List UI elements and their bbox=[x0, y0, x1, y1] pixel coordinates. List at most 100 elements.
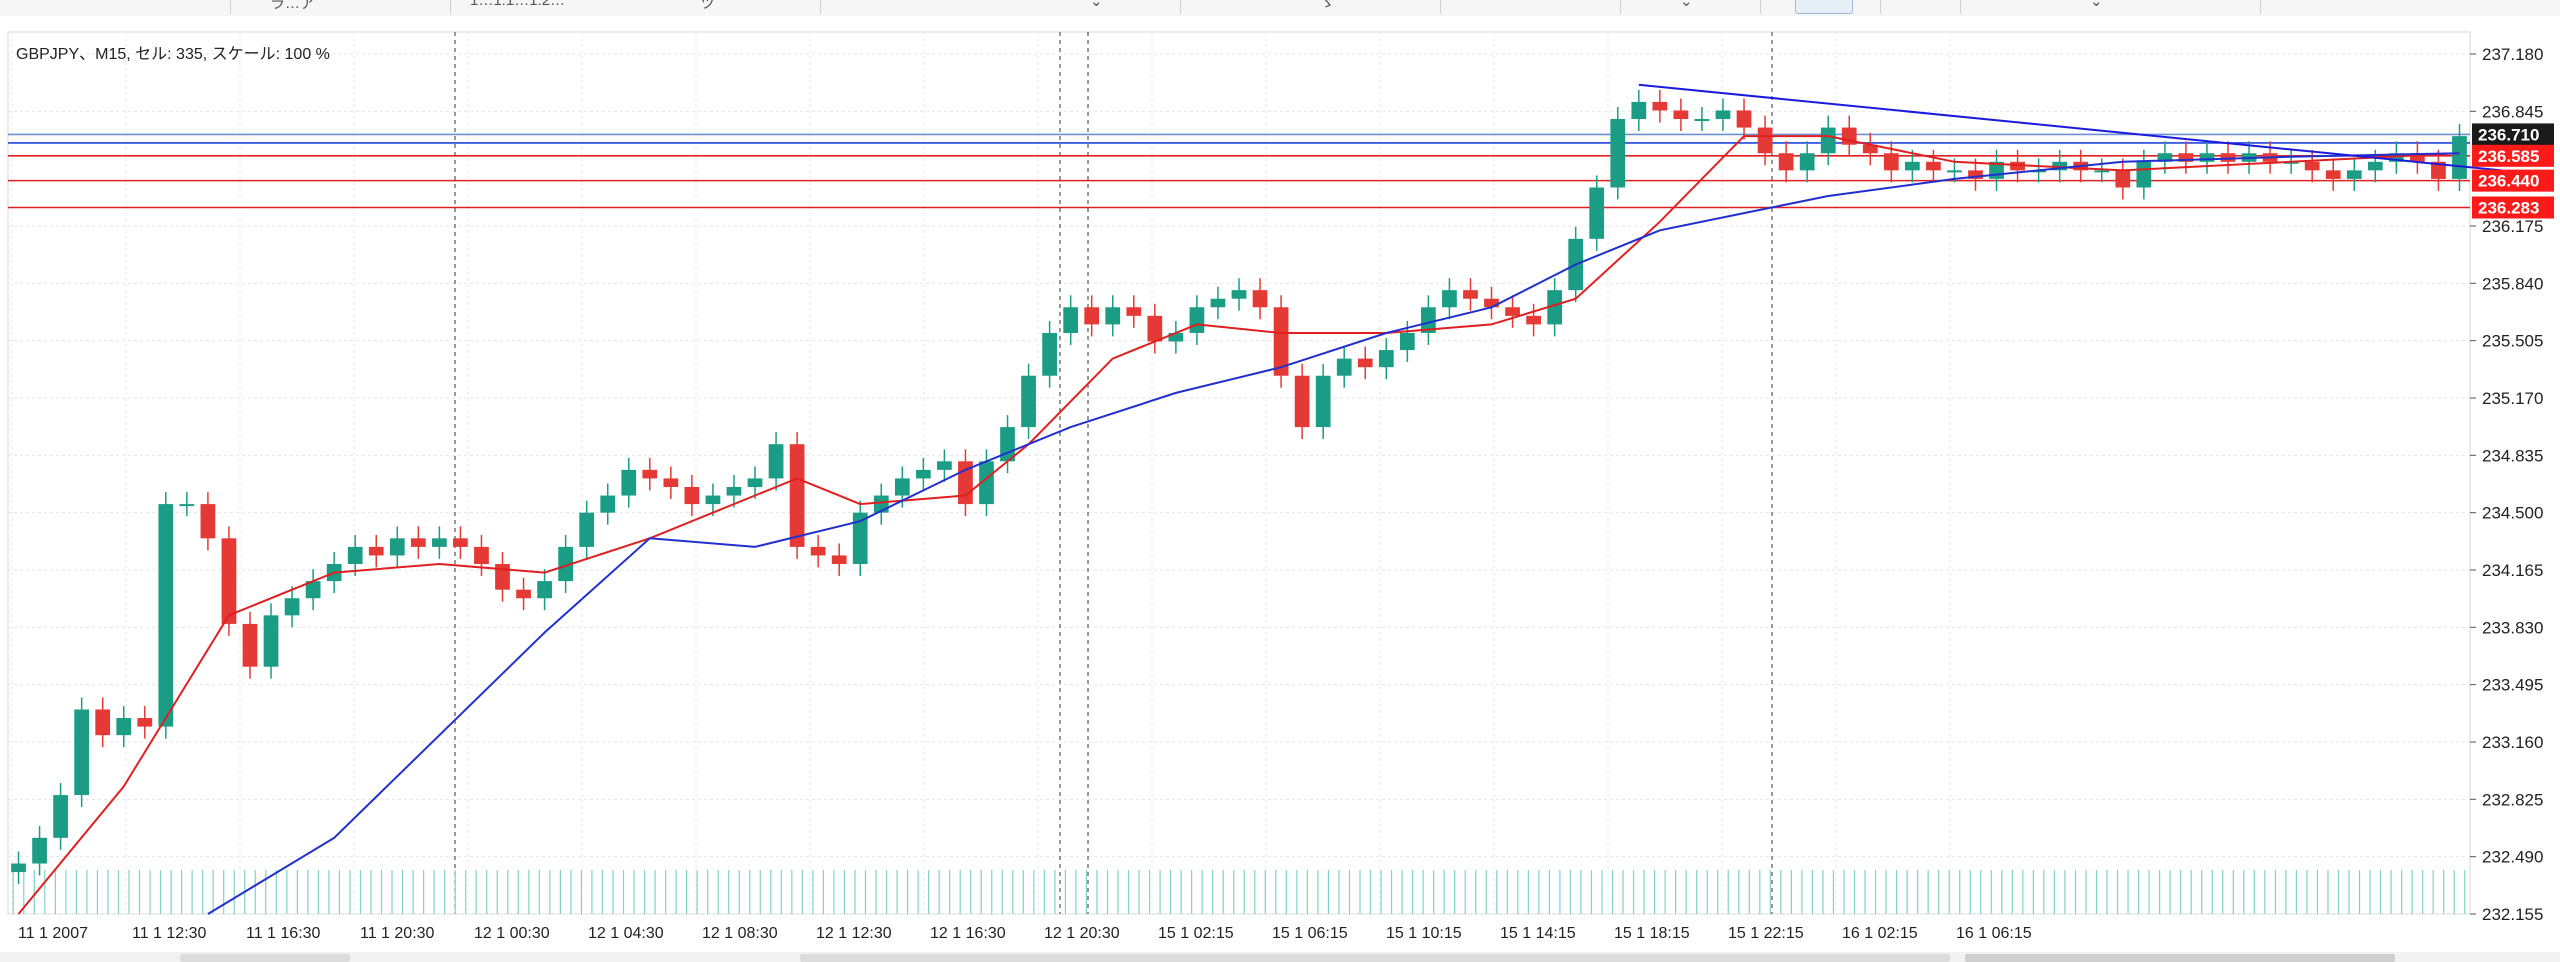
candle-body[interactable] bbox=[2136, 161, 2152, 188]
candle-body[interactable] bbox=[1210, 298, 1226, 308]
moving-average-slow[interactable] bbox=[207, 152, 2460, 915]
candle-body[interactable] bbox=[2199, 153, 2215, 162]
candle-body[interactable] bbox=[1378, 350, 1394, 368]
candle-body[interactable] bbox=[2410, 153, 2425, 162]
candle-body[interactable] bbox=[2094, 170, 2110, 173]
candle-body[interactable] bbox=[2052, 161, 2068, 171]
moving-average-fast[interactable] bbox=[17, 135, 2460, 915]
candle-body[interactable] bbox=[915, 469, 931, 479]
candle-body[interactable] bbox=[1231, 290, 1247, 299]
candle-body[interactable] bbox=[2283, 161, 2299, 164]
candle-body[interactable] bbox=[410, 538, 426, 547]
candle-body[interactable] bbox=[579, 512, 595, 547]
candle-body[interactable] bbox=[937, 461, 952, 470]
candle-body[interactable] bbox=[1715, 110, 1731, 120]
candle-body[interactable] bbox=[1252, 290, 1268, 308]
candle-body[interactable] bbox=[474, 546, 489, 565]
candle-body[interactable] bbox=[1084, 307, 1100, 325]
candle-body[interactable] bbox=[179, 504, 195, 507]
candle-body[interactable] bbox=[768, 444, 784, 479]
toolbar-item-period[interactable]: 1…1:1…1:2… bbox=[470, 0, 566, 9]
candle-body[interactable] bbox=[1105, 307, 1121, 325]
candle-body[interactable] bbox=[1968, 170, 1983, 179]
candle-body[interactable] bbox=[2346, 170, 2362, 179]
candle-body[interactable] bbox=[432, 538, 447, 547]
toolbar-item-tool[interactable]: ツ bbox=[700, 0, 716, 12]
candle-body[interactable] bbox=[1947, 170, 1962, 173]
candle-body[interactable] bbox=[1336, 358, 1352, 376]
candle-body[interactable] bbox=[453, 538, 468, 547]
candle-body[interactable] bbox=[1189, 307, 1205, 333]
candle-body[interactable] bbox=[32, 837, 47, 864]
candle-body[interactable] bbox=[789, 444, 805, 547]
candle-body[interactable] bbox=[158, 504, 174, 727]
candle-body[interactable] bbox=[2178, 153, 2194, 162]
candle-body[interactable] bbox=[200, 504, 216, 539]
candle-body[interactable] bbox=[1505, 307, 1520, 316]
toolbar-item-trend[interactable]: ⌄ bbox=[1680, 0, 1693, 10]
candle-body[interactable] bbox=[305, 581, 321, 599]
candle-body[interactable] bbox=[2157, 153, 2173, 162]
candle-body[interactable] bbox=[747, 478, 763, 487]
candle-body[interactable] bbox=[347, 546, 363, 565]
toolbar-item-chart-type[interactable]: ラ…ア bbox=[270, 0, 316, 12]
candle-body[interactable] bbox=[2452, 136, 2467, 179]
toolbar-item-objects[interactable]: ⌄ bbox=[2090, 0, 2103, 10]
candle-body[interactable] bbox=[1673, 110, 1689, 120]
candle-body[interactable] bbox=[1042, 332, 1057, 376]
candle-body[interactable] bbox=[1820, 127, 1836, 154]
candle-body[interactable] bbox=[852, 512, 868, 565]
candle-body[interactable] bbox=[1421, 307, 1436, 333]
candle-body[interactable] bbox=[53, 795, 68, 838]
candle-body[interactable] bbox=[2031, 170, 2046, 173]
candle-body[interactable] bbox=[726, 486, 742, 496]
candle-body[interactable] bbox=[2115, 170, 2131, 188]
candle-body[interactable] bbox=[810, 546, 826, 556]
candle-body[interactable] bbox=[2367, 161, 2383, 171]
candle-body[interactable] bbox=[284, 598, 300, 616]
trendline[interactable] bbox=[1638, 83, 2502, 172]
candle-body[interactable] bbox=[516, 589, 531, 599]
candle-body[interactable] bbox=[221, 538, 237, 624]
candle-body[interactable] bbox=[1610, 119, 1626, 188]
scroll-segment[interactable] bbox=[180, 954, 350, 962]
candle-body[interactable] bbox=[95, 709, 111, 736]
candle-body[interactable] bbox=[1883, 153, 1899, 171]
candle-body[interactable] bbox=[894, 478, 910, 496]
candle-body[interactable] bbox=[2388, 153, 2404, 162]
candle-body[interactable] bbox=[1315, 375, 1331, 428]
candle-body[interactable] bbox=[2010, 161, 2025, 171]
candle-body[interactable] bbox=[1442, 290, 1457, 308]
candle-body[interactable] bbox=[1547, 290, 1563, 325]
candle-body[interactable] bbox=[1778, 153, 1794, 171]
candle-body[interactable] bbox=[1799, 153, 1815, 171]
candle-body[interactable] bbox=[1357, 358, 1373, 368]
candle-body[interactable] bbox=[621, 469, 637, 496]
candle-body[interactable] bbox=[1484, 298, 1499, 308]
candle-body[interactable] bbox=[1905, 161, 1920, 171]
candle-body[interactable] bbox=[1463, 290, 1478, 299]
candle-body[interactable] bbox=[1926, 161, 1941, 171]
candle-body[interactable] bbox=[558, 546, 573, 582]
candle-body[interactable] bbox=[663, 478, 679, 487]
candle-body[interactable] bbox=[1736, 110, 1752, 128]
candle-body[interactable] bbox=[2220, 153, 2236, 162]
candle-body[interactable] bbox=[1168, 332, 1184, 342]
candle-body[interactable] bbox=[2325, 170, 2341, 179]
candle-body[interactable] bbox=[2304, 161, 2320, 171]
candle-body[interactable] bbox=[1063, 307, 1079, 333]
candle-body[interactable] bbox=[242, 623, 258, 667]
scroll-segment[interactable] bbox=[800, 954, 1950, 962]
candle-body[interactable] bbox=[642, 469, 658, 479]
candle-body[interactable] bbox=[1694, 119, 1710, 122]
candle-body[interactable] bbox=[74, 709, 90, 796]
candle-body[interactable] bbox=[1862, 144, 1878, 154]
candle-body[interactable] bbox=[684, 486, 700, 505]
candle-body[interactable] bbox=[831, 555, 847, 565]
candle-body[interactable] bbox=[137, 718, 153, 727]
candle-body[interactable] bbox=[600, 495, 616, 513]
candle-body[interactable] bbox=[368, 546, 384, 556]
candle-body[interactable] bbox=[11, 863, 26, 873]
toolbar-item-dropdown[interactable]: ⌄ bbox=[1090, 0, 1103, 10]
